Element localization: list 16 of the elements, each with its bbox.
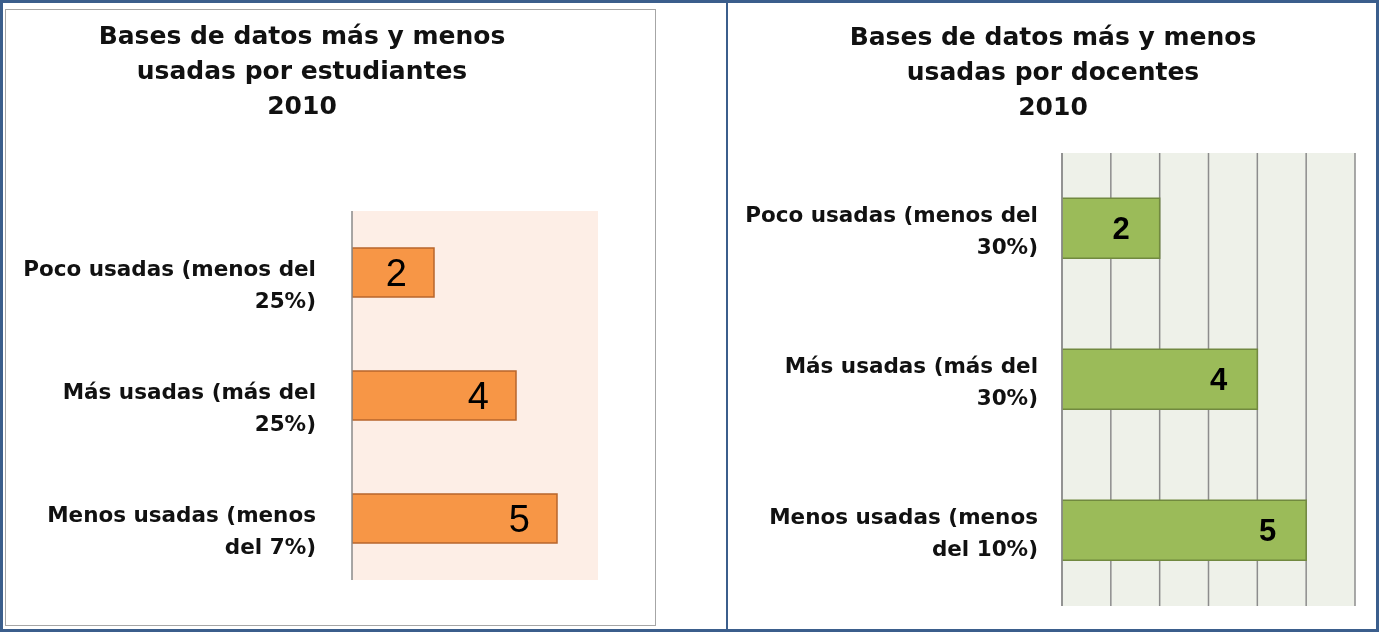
data-label: 5: [1258, 513, 1277, 549]
data-label: 2: [1112, 211, 1130, 247]
data-label: 5: [508, 497, 530, 540]
chart-subtitle: 2010: [1017, 91, 1089, 123]
y-tick-label: Más usadas (más del 30%): [784, 352, 1038, 410]
y-tick-label: Menos usadas (menos del 10%): [769, 503, 1038, 561]
chart-title: Bases de datos más y menos usadas por estudiantes: [97, 20, 507, 87]
data-label: 4: [467, 374, 489, 417]
data-label: 4: [1210, 362, 1229, 398]
chart-title: Bases de datos más y menos usadas por docentes: [848, 21, 1258, 88]
y-tick-label: Más usadas (más del 25%): [62, 378, 316, 436]
data-label: 2: [385, 251, 407, 294]
y-tick-label: Poco usadas (menos del 30%): [745, 201, 1038, 259]
y-tick-label: Menos usadas (menos del 7%): [47, 501, 316, 559]
y-tick-label: Poco usadas (menos del 25%): [23, 255, 316, 313]
chart-subtitle: 2010: [266, 90, 338, 122]
